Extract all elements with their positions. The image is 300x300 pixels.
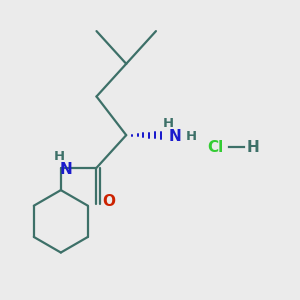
Text: N: N bbox=[169, 129, 182, 144]
Text: H: H bbox=[246, 140, 259, 154]
Text: N: N bbox=[60, 162, 73, 177]
Text: H: H bbox=[162, 117, 173, 130]
Text: Cl: Cl bbox=[207, 140, 224, 154]
Text: H: H bbox=[186, 130, 197, 143]
Text: H: H bbox=[54, 150, 65, 163]
Text: O: O bbox=[103, 194, 116, 208]
